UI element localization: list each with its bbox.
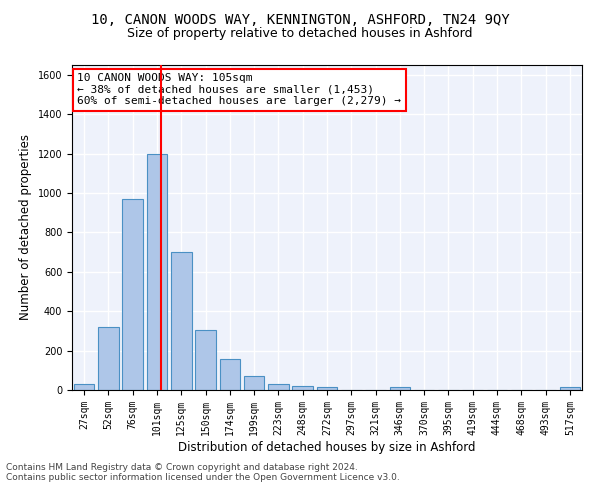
Text: 10, CANON WOODS WAY, KENNINGTON, ASHFORD, TN24 9QY: 10, CANON WOODS WAY, KENNINGTON, ASHFORD…: [91, 12, 509, 26]
Bar: [122, 199, 143, 390]
Text: 10 CANON WOODS WAY: 105sqm
← 38% of detached houses are smaller (1,453)
60% of s: 10 CANON WOODS WAY: 105sqm ← 38% of deta…: [77, 73, 401, 106]
Bar: [244, 376, 265, 390]
Bar: [74, 384, 94, 390]
Bar: [317, 387, 337, 390]
Bar: [146, 154, 167, 390]
Bar: [171, 252, 191, 390]
Bar: [389, 387, 410, 390]
Bar: [195, 330, 216, 390]
Bar: [292, 386, 313, 390]
X-axis label: Distribution of detached houses by size in Ashford: Distribution of detached houses by size …: [178, 440, 476, 454]
Bar: [98, 327, 119, 390]
Text: Size of property relative to detached houses in Ashford: Size of property relative to detached ho…: [127, 28, 473, 40]
Bar: [560, 387, 580, 390]
Y-axis label: Number of detached properties: Number of detached properties: [19, 134, 32, 320]
Text: Contains public sector information licensed under the Open Government Licence v3: Contains public sector information licen…: [6, 474, 400, 482]
Bar: [220, 360, 240, 390]
Bar: [268, 384, 289, 390]
Text: Contains HM Land Registry data © Crown copyright and database right 2024.: Contains HM Land Registry data © Crown c…: [6, 464, 358, 472]
